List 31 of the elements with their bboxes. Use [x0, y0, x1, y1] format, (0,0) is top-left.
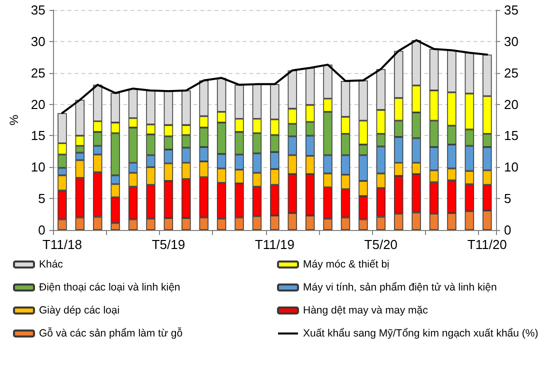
legend-label: Giày dép các loại [39, 304, 120, 316]
y2-tick-label: 10 [504, 160, 518, 175]
x-tick-label: T11/20 [467, 237, 507, 252]
line-series [61, 39, 488, 114]
y-tick-label: 25 [30, 65, 46, 80]
legend-label: Điện thoại các loại và linh kiện [39, 282, 180, 294]
y2-tick-label: 25 [504, 65, 518, 80]
y-tick-label: 20 [30, 96, 46, 112]
y-tick-label: 35 [30, 2, 46, 18]
x-tick-label: T11/18 [42, 237, 82, 252]
y-axis-title: % [7, 114, 21, 126]
x-tick-label: T5/20 [364, 237, 398, 252]
x-tick-label: T5/19 [152, 237, 186, 252]
y-tick-label: 30 [30, 34, 46, 49]
y-tick-label: 10 [30, 160, 46, 175]
legend-label: Máy móc & thiết bị [303, 258, 390, 270]
y2-tick-label: 30 [504, 34, 518, 49]
y-tick-label: 5 [38, 191, 46, 206]
legend-label: Gỗ và các sản phẩm làm từ gỗ [39, 326, 183, 340]
legend-label: Khác [39, 258, 63, 270]
x-tick-label: T11/19 [254, 237, 294, 252]
legend-label: Xuất khẩu sang Mỹ/Tổng kim ngạch xuất khẩu (%) [303, 328, 538, 340]
y2-tick-label: 0 [504, 222, 512, 238]
y2-tick-label: 15 [504, 128, 518, 144]
y2-tick-label: 5 [504, 191, 512, 206]
y-tick-label: 15 [30, 128, 46, 144]
legend-label: Hàng dệt may và may mặc [303, 304, 428, 316]
legend-label: Máy vi tính, sản phẩm điện tử và linh kiện [303, 282, 497, 294]
y2-tick-label: 20 [504, 96, 518, 112]
y2-tick-label: 35 [504, 2, 518, 18]
y-tick-label: 0 [38, 222, 46, 238]
